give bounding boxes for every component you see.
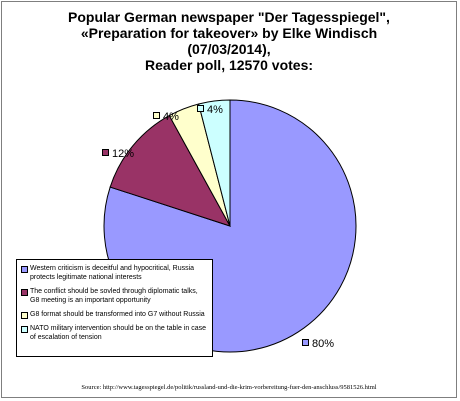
legend-item-2: G8 format should be transformed into G7 …: [21, 310, 208, 319]
pie-slice-1: [109, 114, 232, 227]
legend-label-2: G8 format should be transformed into G7 …: [30, 311, 205, 318]
legend-label-1: The conflict should be sovled through di…: [30, 288, 198, 304]
title-line-3: (07/03/2014),: [187, 41, 271, 57]
slice-label-0: 80%: [302, 338, 334, 350]
chart-legend: Western criticism is deceitful and hypoc…: [16, 259, 213, 357]
source-note: Source: http://www.tagesspiegel.de/polit…: [81, 384, 377, 391]
slice-label-text-2: 4%: [163, 111, 179, 123]
title-line-1: Popular German newspaper "Der Tagesspieg…: [68, 9, 390, 25]
slice-label-text-1: 12%: [112, 148, 135, 160]
legend-label-0: Western criticism is deceitful and hypoc…: [30, 265, 195, 281]
slice-label-text-0: 80%: [312, 338, 335, 350]
slice-label-2: 4%: [153, 111, 179, 123]
legend-swatch-0: [21, 266, 28, 273]
legend-swatch-2: [21, 312, 28, 319]
legend-swatch-3: [21, 326, 28, 333]
legend-label-3: NATO military intervention should be on …: [30, 325, 207, 341]
legend-item-3: NATO military intervention should be on …: [21, 324, 208, 342]
pie-slice-3: [198, 99, 231, 227]
slice-label-1: 12%: [102, 148, 134, 160]
slice-label-text-3: 4%: [207, 104, 223, 116]
chart-title: Popular German newspaper "Der Tagesspieg…: [0, 9, 458, 73]
slice-label-swatch-0: [302, 339, 309, 346]
legend-swatch-1: [21, 289, 28, 296]
title-line-2: «Preparation for takeover» by Elke Windi…: [80, 25, 378, 41]
title-line-4: Reader poll, 12570 votes:: [144, 57, 314, 73]
slice-label-swatch-3: [197, 105, 204, 112]
slice-label-3: 4%: [197, 104, 223, 116]
slice-label-swatch-1: [102, 149, 109, 156]
legend-item-0: Western criticism is deceitful and hypoc…: [21, 264, 208, 282]
legend-item-1: The conflict should be sovled through di…: [21, 287, 208, 305]
slice-label-swatch-2: [153, 112, 160, 119]
